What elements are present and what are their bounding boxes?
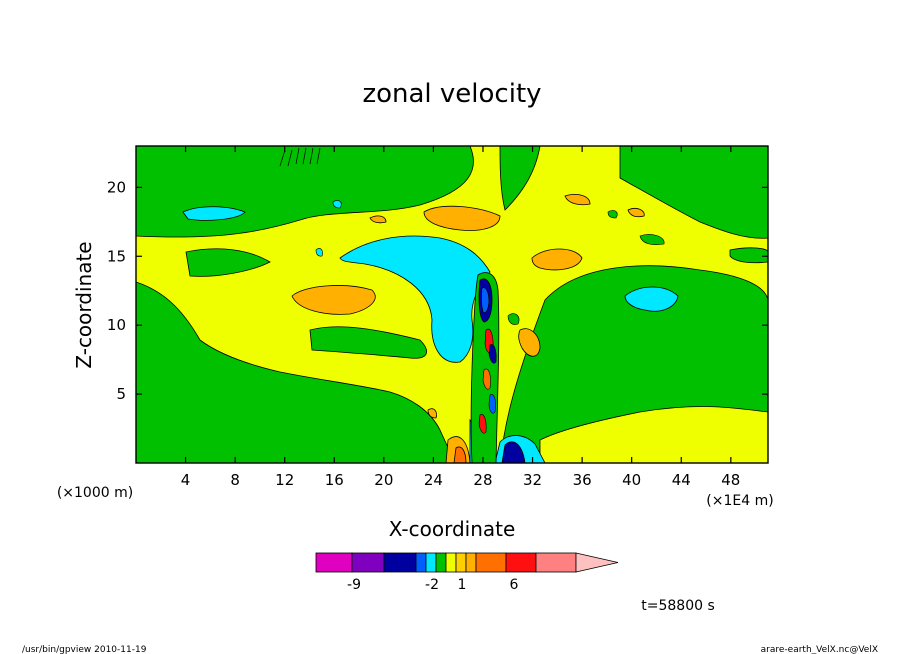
contour-region: [607, 210, 618, 219]
contour-region: [478, 414, 487, 434]
colorbar-swatch: [505, 552, 537, 573]
contour-region: [185, 248, 271, 277]
contour-region: [182, 206, 246, 221]
x-tick-label: 28: [473, 471, 492, 489]
x-tick-label: 8: [230, 471, 240, 489]
x-tick-label: 44: [672, 471, 691, 489]
contour-region: [627, 208, 645, 218]
colorbar-label: -2: [425, 577, 439, 593]
colorbar-swatch: [351, 552, 385, 573]
colorbar-labels: -9 -2 1 6: [347, 577, 519, 593]
x-tick-label: 12: [275, 471, 294, 489]
y-axis: 5 10 15 20: [107, 178, 768, 403]
colorbar-swatch: [475, 552, 507, 573]
contour-region: [427, 408, 437, 419]
x-axis-label: X-coordinate: [389, 517, 516, 541]
contour-region: [339, 235, 491, 363]
x-tick-label: 16: [325, 471, 344, 489]
x-tick-label: 4: [181, 471, 191, 489]
time-label: t=58800 s: [641, 598, 715, 614]
chart-title: zonal velocity: [362, 79, 541, 109]
x-tick-label: 32: [523, 471, 542, 489]
contour-region: [453, 446, 467, 463]
x-tick-label: 24: [424, 471, 443, 489]
contour-region: [291, 285, 376, 315]
contour-region: [332, 200, 342, 209]
contour-region: [499, 265, 768, 463]
x-tick-label: 36: [573, 471, 592, 489]
colorbar: [315, 552, 619, 573]
contour-region: [309, 326, 427, 359]
contour-line: [279, 147, 321, 167]
colorbar-swatch: [465, 552, 477, 573]
contour-region: [507, 313, 520, 325]
contour-region: [639, 234, 665, 246]
x-axis-unit: (×1E4 m): [706, 493, 773, 509]
colorbar-swatch: [425, 552, 437, 573]
footer-right: arare-earth_VelX.nc@VelX: [761, 645, 878, 654]
y-axis-unit: (×1000 m): [57, 485, 133, 501]
y-axis-label: Z-coordinate: [72, 241, 96, 368]
colorbar-swatch: [315, 552, 353, 573]
contour-region: [518, 328, 541, 357]
contour-region: [619, 146, 768, 239]
plot-area: [136, 146, 768, 463]
contour-region: [624, 286, 679, 312]
colorbar-swatch: [535, 552, 577, 573]
contour-region: [729, 247, 768, 264]
x-tick-label: 20: [374, 471, 393, 489]
x-axis: 4 8 12 16 20 24 28 32 36 40 44 48: [181, 146, 740, 489]
contour-region: [488, 344, 497, 364]
contour-region: [480, 287, 490, 314]
colorbar-label: 6: [510, 577, 519, 593]
x-tick-label: 40: [622, 471, 641, 489]
contour-region: [482, 368, 491, 390]
colorbar-swatch: [445, 552, 457, 573]
plot-frame: [135, 145, 769, 464]
colorbar-arrow: [575, 552, 619, 573]
y-tick-label: 20: [107, 178, 126, 196]
contour-region: [488, 394, 496, 414]
y-tick-label: 10: [107, 316, 126, 334]
contour-region: [423, 205, 501, 231]
colorbar-swatch: [435, 552, 447, 573]
contour-region: [315, 248, 323, 257]
contour-region: [501, 441, 526, 463]
contour-region: [369, 215, 387, 224]
y-tick-label: 5: [116, 385, 126, 403]
colorbar-swatch: [383, 552, 417, 573]
contour-region: [531, 248, 583, 271]
footer-left: /usr/bin/gpview 2010-11-19: [22, 645, 147, 654]
contour-region: [499, 146, 541, 211]
x-tick-label: 48: [721, 471, 740, 489]
colorbar-swatch: [455, 552, 467, 573]
y-tick-label: 15: [107, 247, 126, 265]
colorbar-swatch: [415, 552, 427, 573]
contour-region: [564, 194, 591, 206]
colorbar-label: 1: [458, 577, 467, 593]
contour-region: [136, 281, 456, 463]
colorbar-label: -9: [347, 577, 361, 593]
